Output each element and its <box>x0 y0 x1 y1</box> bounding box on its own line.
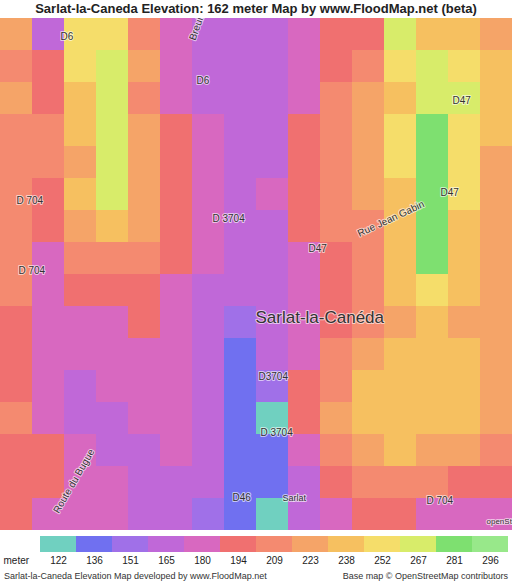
svg-text:D6: D6 <box>61 31 74 42</box>
svg-text:267: 267 <box>410 555 427 566</box>
svg-text:D 704: D 704 <box>427 495 454 506</box>
svg-text:Sarlat: Sarlat <box>283 493 307 503</box>
svg-text:194: 194 <box>230 555 247 566</box>
svg-text:meter: meter <box>4 555 30 566</box>
html-text:Sarlat-la-Caneda Elevation: 16: Sarlat-la-Caneda Elevation: 162 meter Ma… <box>35 1 477 16</box>
svg-text:209: 209 <box>266 555 283 566</box>
svg-text:D3704: D3704 <box>259 371 289 382</box>
svg-text:D46: D46 <box>233 492 252 503</box>
svg-text:281: 281 <box>446 555 463 566</box>
svg-text:D 3704: D 3704 <box>213 213 246 224</box>
svg-text:D 704: D 704 <box>17 195 44 206</box>
svg-text:D 704: D 704 <box>19 265 46 276</box>
svg-text:296: 296 <box>482 555 499 566</box>
svg-text:180: 180 <box>194 555 211 566</box>
svg-text:D47: D47 <box>453 95 472 106</box>
svg-text:238: 238 <box>338 555 355 566</box>
svg-text:Breuil: Breuil <box>187 18 206 42</box>
svg-text:D47: D47 <box>309 243 328 254</box>
svg-text:Route du Bugue: Route du Bugue <box>51 447 97 515</box>
svg-text:122: 122 <box>50 555 67 566</box>
svg-text:Sarlat-la-Canéda: Sarlat-la-Canéda <box>256 308 385 327</box>
svg-text:223: 223 <box>302 555 319 566</box>
svg-text:D 3704: D 3704 <box>261 427 294 438</box>
svg-text:Rue Jean Gabin: Rue Jean Gabin <box>356 198 426 239</box>
svg-text:165: 165 <box>158 555 175 566</box>
svg-text:D47: D47 <box>441 187 460 198</box>
svg-text:252: 252 <box>374 555 391 566</box>
svg-text:openStreetMap: openStreetMap <box>487 517 512 526</box>
svg-text:D6: D6 <box>197 75 210 86</box>
html-text:Base map © OpenStreetMap contr: Base map © OpenStreetMap contributors <box>342 571 508 581</box>
svg-text:136: 136 <box>86 555 103 566</box>
html-text:Sarlat-la-Caneda Elevation Map: Sarlat-la-Caneda Elevation Map developed… <box>4 571 267 581</box>
svg-text:151: 151 <box>122 555 139 566</box>
